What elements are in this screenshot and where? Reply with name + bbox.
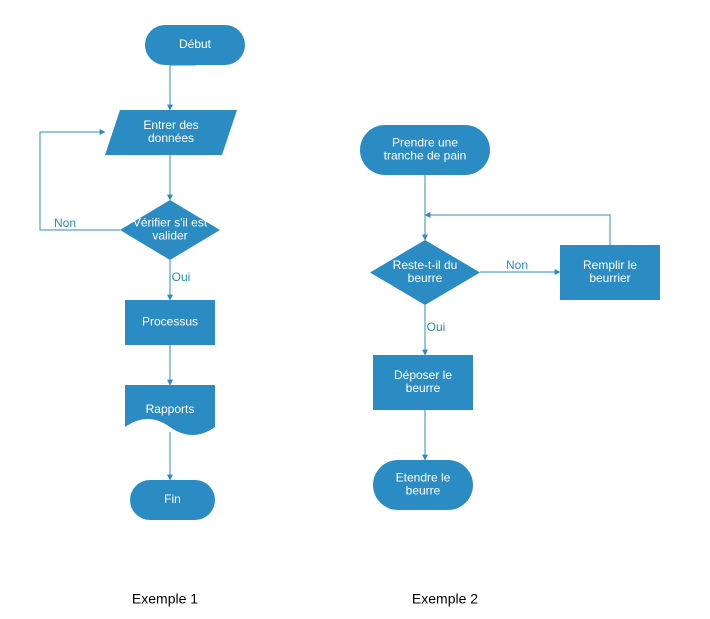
caption: Exemple 2	[412, 591, 478, 607]
node-label: beurre	[408, 271, 443, 285]
node-prendre: Prendre unetranche de pain	[360, 125, 490, 175]
node-label: Entrer des	[143, 118, 198, 132]
node-reste: Reste-t-il dubeurre	[370, 240, 480, 305]
node-label: Remplir le	[583, 258, 637, 272]
node-fin: Fin	[130, 480, 215, 520]
node-label: Prendre une	[392, 136, 458, 150]
node-label: Déposer le	[394, 368, 452, 382]
node-rapports: Rapports	[125, 385, 215, 435]
node-label: beurre	[406, 381, 441, 395]
node-verif: Vérifier s'il estvalider	[120, 200, 220, 260]
node-label: tranche de pain	[384, 149, 467, 163]
node-label: Processus	[142, 315, 198, 329]
node-label: beurre	[406, 484, 441, 498]
node-label: données	[148, 131, 194, 145]
flowchart-canvas: Oui Non Début Entrer desdonnées Vérifier s'i…	[0, 0, 710, 619]
edge-label: Non	[506, 258, 528, 272]
node-debut: Début	[145, 25, 245, 65]
node-label: valider	[152, 229, 187, 243]
node-label: beurrier	[589, 271, 630, 285]
edge-label: Oui	[172, 270, 191, 284]
node-proc: Processus	[125, 300, 215, 345]
node-label: Vérifier s'il est	[133, 216, 208, 230]
node-label: Etendre le	[396, 471, 451, 485]
edge-label: Oui	[427, 320, 446, 334]
node-label: Début	[179, 37, 212, 51]
edge-label: Non	[54, 216, 76, 230]
node-deposer: Déposer lebeurre	[373, 355, 473, 410]
caption: Exemple 1	[132, 591, 198, 607]
node-entrer: Entrer desdonnées	[105, 110, 237, 155]
node-label: Rapports	[146, 402, 195, 416]
edge	[425, 215, 610, 245]
node-etendre: Etendre lebeurre	[373, 460, 473, 510]
node-label: Fin	[164, 492, 181, 506]
node-remplir: Remplir lebeurrier	[560, 245, 660, 300]
node-label: Reste-t-il du	[393, 258, 458, 272]
